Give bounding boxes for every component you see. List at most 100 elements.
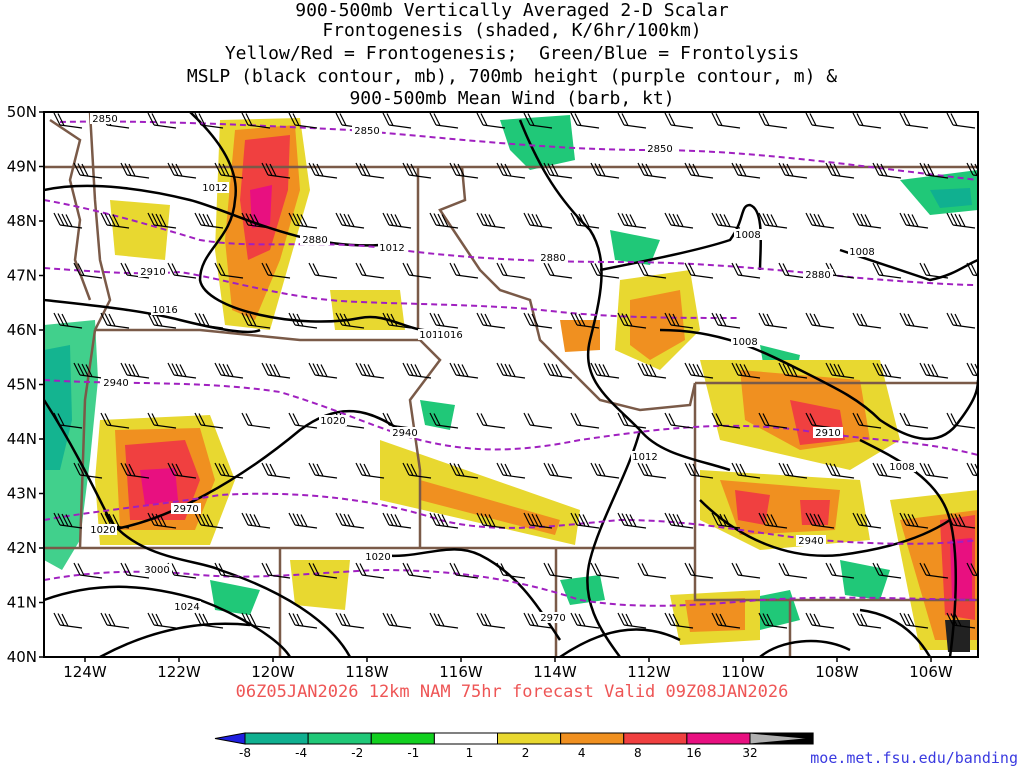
wind-barb	[496, 462, 526, 479]
wind-barb	[402, 562, 432, 579]
wind-barb	[946, 512, 976, 529]
wind-barb	[382, 512, 412, 529]
wind-barb	[805, 112, 835, 129]
wind-barb	[335, 612, 365, 629]
wind-barb	[758, 512, 788, 529]
wind-barb	[731, 462, 761, 479]
wind-barb	[637, 462, 667, 479]
wind-barb	[194, 312, 224, 329]
wind-barb	[241, 412, 271, 429]
lon-tick-label: 118W	[345, 663, 389, 681]
wind-barb	[805, 612, 835, 629]
mslp-label: 1016	[437, 330, 462, 341]
wind-barb	[335, 512, 365, 529]
wind-barb	[684, 462, 714, 479]
wind-barb	[543, 462, 573, 479]
credit-link[interactable]: moe.met.fsu.edu/banding	[810, 749, 1018, 767]
wind-barb	[664, 612, 694, 629]
wind-barb	[617, 612, 647, 629]
wind-barb	[100, 312, 130, 329]
wind-barb	[919, 362, 949, 379]
wind-barb	[73, 162, 103, 179]
wind-barb	[53, 612, 83, 629]
wind-barb	[53, 412, 83, 429]
wind-barb	[147, 312, 177, 329]
colorbar-tick-label: -2	[351, 746, 363, 760]
wind-barb	[120, 362, 150, 379]
wind-barb	[402, 262, 432, 279]
longitude-axis: 124W 122W 120W 118W 116W 114W 112W 110W 108W 106W	[63, 657, 953, 681]
wind-barb	[241, 212, 271, 229]
height-label: 2880	[805, 270, 830, 281]
wind-barb	[429, 212, 459, 229]
lat-tick-label: 47N	[7, 267, 37, 285]
lon-tick-label: 112W	[627, 663, 671, 681]
lat-tick-label: 48N	[7, 212, 37, 230]
height-label: 2940	[103, 378, 128, 389]
forecast-valid-label: 06Z05JAN2026 12km NAM 75hr forecast Vali…	[235, 682, 789, 702]
lat-tick-label: 49N	[7, 158, 37, 176]
wind-barb	[496, 562, 526, 579]
wind-barb	[966, 362, 978, 377]
contour-labels: 1012101210161016101610201020102010241012…	[89, 113, 916, 624]
wind-barb	[684, 562, 714, 579]
wind-barb	[100, 212, 130, 229]
wind-barb	[664, 212, 694, 229]
wind-barb	[711, 412, 741, 429]
wind-barb	[402, 162, 432, 179]
height-label: 2850	[647, 144, 672, 155]
wind-barb	[590, 462, 620, 479]
wind-barb	[355, 462, 385, 479]
colorbar-swatch	[623, 732, 688, 745]
wind-barb	[449, 162, 479, 179]
wind-barb	[664, 312, 694, 329]
lon-tick-label: 116W	[439, 663, 483, 681]
mslp-label: 1016	[419, 330, 444, 341]
wind-barb	[825, 162, 855, 179]
mslp-label-bg	[364, 551, 392, 562]
lat-tick-label: 43N	[7, 485, 37, 503]
wind-barb	[684, 162, 714, 179]
wind-barb	[261, 562, 291, 579]
title-line-1: 900-500mb Vertically Averaged 2-D Scalar	[295, 0, 729, 21]
wind-barb	[758, 112, 788, 129]
wind-barb	[825, 562, 855, 579]
title-line-3: Yellow/Red = Frontogenesis; Green/Blue =…	[224, 43, 800, 64]
wind-barb	[382, 612, 412, 629]
wind-barb	[966, 562, 978, 577]
colorbar-arrow-low	[214, 732, 246, 745]
height-label-bg	[101, 377, 131, 388]
mslp-label-bg	[436, 329, 464, 340]
wind-barb	[852, 112, 882, 129]
wind-barb	[825, 462, 855, 479]
wind-barb	[288, 312, 318, 329]
wind-barb	[543, 162, 573, 179]
wind-barb	[617, 112, 647, 129]
wind-barb	[288, 412, 318, 429]
lon-tick-label: 124W	[63, 663, 107, 681]
wind-barb	[543, 362, 573, 379]
wind-barb	[523, 212, 553, 229]
wind-barb	[476, 112, 506, 129]
height-label: 2940	[392, 428, 417, 439]
title-line-4: MSLP (black contour, mb), 700mb height (…	[186, 66, 838, 87]
title-line-2: Frontogenesis (shaded, K/6hr/100km)	[322, 20, 702, 41]
lat-tick-label: 42N	[7, 539, 37, 557]
wind-barb	[308, 262, 338, 279]
wind-barb	[899, 112, 929, 129]
wind-barb	[261, 262, 291, 279]
wind-barb	[147, 112, 177, 129]
wind-barb	[778, 462, 808, 479]
wind-barb	[288, 612, 318, 629]
wind-barb	[194, 112, 224, 129]
wind-barb	[919, 462, 949, 479]
wind-barb	[946, 612, 976, 629]
height-label: 2910	[815, 428, 840, 439]
wind-barb	[147, 612, 177, 629]
wind-barb	[120, 162, 150, 179]
wind-barb	[261, 462, 291, 479]
wind-barb	[355, 162, 385, 179]
wind-barb	[711, 312, 741, 329]
wind-barb	[523, 412, 553, 429]
wind-barb	[429, 412, 459, 429]
